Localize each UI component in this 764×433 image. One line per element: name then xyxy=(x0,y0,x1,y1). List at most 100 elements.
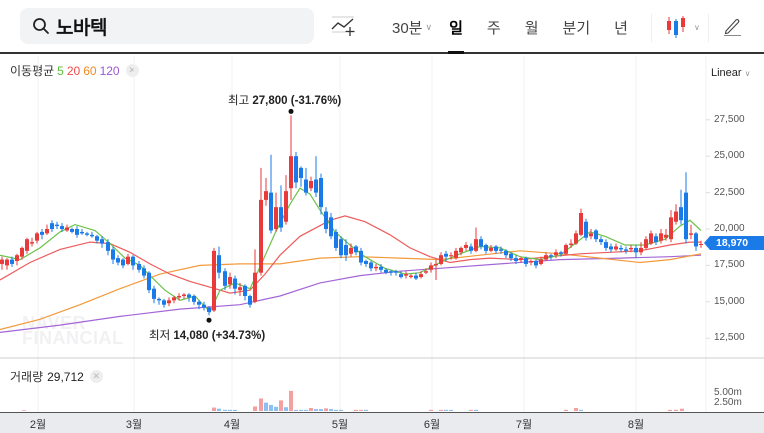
candle-body xyxy=(95,236,99,241)
candle-body xyxy=(137,263,141,270)
candle-body xyxy=(202,304,206,308)
candle-body xyxy=(449,255,453,257)
candle-body xyxy=(669,217,673,240)
chart-type-selector[interactable]: ∨ xyxy=(665,14,700,40)
volume-bar xyxy=(429,409,433,411)
candle-body xyxy=(106,242,110,251)
candle-body xyxy=(15,255,19,262)
candle-body xyxy=(314,179,318,193)
tab-weekly[interactable]: 주 xyxy=(486,19,501,37)
candle-body xyxy=(284,191,288,222)
ma5-label[interactable]: 5 xyxy=(57,63,64,78)
moving-average-legend: 이동평균 5 20 60 120 ✕ xyxy=(10,62,139,79)
volume-bar xyxy=(574,407,578,411)
candle-body xyxy=(55,224,59,227)
candle-body xyxy=(116,258,120,263)
volume-bar xyxy=(264,402,268,411)
close-icon[interactable]: ✕ xyxy=(125,64,139,77)
candle-body xyxy=(659,233,663,241)
scale-selector[interactable]: Linear ∨ xyxy=(711,67,751,79)
candle-body xyxy=(167,300,171,304)
candle-body xyxy=(379,266,383,270)
candle-body xyxy=(162,300,166,305)
candle-body xyxy=(594,230,598,240)
y-tick-label: 12,500 xyxy=(714,332,745,344)
candle-body xyxy=(217,255,221,273)
candle-body xyxy=(329,217,333,237)
candle-body xyxy=(334,231,338,248)
candle-body xyxy=(674,211,678,222)
price-chart[interactable] xyxy=(0,56,764,412)
candle-body xyxy=(569,243,573,246)
chart-compare-icon[interactable] xyxy=(331,15,357,37)
candle-body xyxy=(152,288,156,299)
candle-body xyxy=(100,239,104,244)
search-icon xyxy=(33,18,49,34)
tab-yearly[interactable]: 년 xyxy=(614,19,628,37)
ma120-label[interactable]: 120 xyxy=(99,63,120,78)
candle-body xyxy=(279,207,283,228)
volume-bar xyxy=(319,409,323,411)
tab-quarterly[interactable]: 분기 xyxy=(562,19,591,37)
candle-body xyxy=(554,252,558,256)
pencil-icon[interactable] xyxy=(722,16,742,36)
close-icon[interactable]: ✕ xyxy=(89,370,103,383)
volume-bar xyxy=(339,409,343,411)
top-toolbar: 노바텍 30분 ∨ 일 주 월 분기 년 ∨ xyxy=(0,0,764,54)
high-marker xyxy=(288,108,294,114)
candle-body xyxy=(364,261,368,264)
tab-monthly[interactable]: 월 xyxy=(524,19,539,37)
ma20-label[interactable]: 20 xyxy=(66,63,81,78)
candle-body xyxy=(624,249,628,251)
candle-body xyxy=(629,247,633,250)
candle-body xyxy=(75,229,79,235)
candle-body xyxy=(534,261,538,266)
volume-bar xyxy=(217,408,221,411)
candle-body xyxy=(223,271,227,286)
candle-body xyxy=(639,247,643,253)
candle-body xyxy=(574,233,578,244)
volume-bar xyxy=(469,409,473,411)
volume-bar xyxy=(359,409,363,411)
candle-body xyxy=(429,265,433,270)
candle-body xyxy=(294,156,298,183)
candle-body xyxy=(559,252,563,254)
candle-body xyxy=(579,212,583,235)
volume-bar xyxy=(223,409,227,411)
candle-body xyxy=(444,253,448,257)
candle-body xyxy=(80,231,84,234)
candle-body xyxy=(269,192,273,231)
candle-body xyxy=(25,239,29,251)
volume-bar xyxy=(259,398,263,411)
candle-body xyxy=(469,246,473,251)
stock-search-box[interactable]: 노바텍 xyxy=(20,8,314,44)
volume-bar xyxy=(233,409,237,411)
volume-bar xyxy=(449,409,453,411)
volume-bar xyxy=(674,409,678,411)
candle-body xyxy=(424,271,428,273)
candle-body xyxy=(664,234,668,238)
tab-30min[interactable]: 30분 ∨ xyxy=(392,19,433,37)
volume-bar xyxy=(474,409,478,411)
candle-body xyxy=(197,301,201,305)
y-tick-label: 15,000 xyxy=(714,295,745,307)
tab-daily[interactable]: 일 xyxy=(448,0,464,54)
ma60-label[interactable]: 60 xyxy=(83,63,97,78)
candle-body xyxy=(394,271,398,273)
candle-body xyxy=(539,259,543,264)
candle-body xyxy=(0,259,4,264)
candle-body xyxy=(339,239,343,256)
volume-bar xyxy=(212,407,216,411)
candle-body xyxy=(157,298,161,301)
volume-bar xyxy=(668,409,672,411)
candle-body xyxy=(454,250,458,259)
candle-body xyxy=(131,256,135,266)
candle-body xyxy=(238,287,242,291)
volume-bar xyxy=(284,407,288,411)
candle-body xyxy=(374,266,378,269)
high-annotation: 최고 27,800 (-31.76%) xyxy=(228,95,342,107)
candle-body xyxy=(304,179,308,193)
candle-body xyxy=(309,180,313,189)
volume-bar xyxy=(334,409,338,411)
candle-body xyxy=(524,258,528,264)
